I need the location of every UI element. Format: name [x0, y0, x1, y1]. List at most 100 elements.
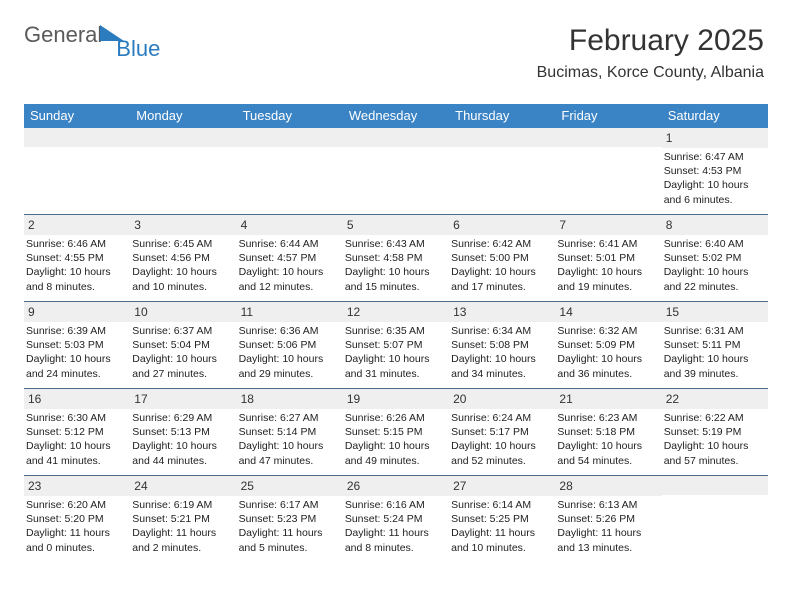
day-cell	[343, 128, 449, 214]
day-number: 21	[555, 389, 661, 409]
day-number: 24	[130, 476, 236, 496]
weekday-header: Thursday	[449, 104, 555, 128]
sunrise-text: Sunrise: 6:23 AM	[557, 411, 659, 425]
day-details: Sunrise: 6:44 AMSunset: 4:57 PMDaylight:…	[237, 235, 343, 298]
daylight-text: Daylight: 10 hours and 10 minutes.	[132, 265, 234, 293]
sunset-text: Sunset: 4:58 PM	[345, 251, 447, 265]
header-right: February 2025 Bucimas, Korce County, Alb…	[537, 24, 764, 82]
sunrise-text: Sunrise: 6:44 AM	[239, 237, 341, 251]
day-number: 7	[555, 215, 661, 235]
day-details: Sunrise: 6:13 AMSunset: 5:26 PMDaylight:…	[555, 496, 661, 559]
day-details: Sunrise: 6:30 AMSunset: 5:12 PMDaylight:…	[24, 409, 130, 472]
day-details: Sunrise: 6:40 AMSunset: 5:02 PMDaylight:…	[662, 235, 768, 298]
day-cell: 7Sunrise: 6:41 AMSunset: 5:01 PMDaylight…	[555, 215, 661, 301]
day-number	[662, 476, 768, 495]
day-cell: 14Sunrise: 6:32 AMSunset: 5:09 PMDayligh…	[555, 302, 661, 388]
daylight-text: Daylight: 10 hours and 44 minutes.	[132, 439, 234, 467]
day-number: 26	[343, 476, 449, 496]
weekday-header: Saturday	[662, 104, 768, 128]
week-row: 2Sunrise: 6:46 AMSunset: 4:55 PMDaylight…	[24, 214, 768, 301]
day-cell: 24Sunrise: 6:19 AMSunset: 5:21 PMDayligh…	[130, 476, 236, 562]
day-number: 25	[237, 476, 343, 496]
sunset-text: Sunset: 5:19 PM	[664, 425, 766, 439]
daylight-text: Daylight: 11 hours and 8 minutes.	[345, 526, 447, 554]
sunset-text: Sunset: 5:24 PM	[345, 512, 447, 526]
daylight-text: Daylight: 11 hours and 2 minutes.	[132, 526, 234, 554]
day-number	[237, 128, 343, 147]
day-number: 20	[449, 389, 555, 409]
sunset-text: Sunset: 4:56 PM	[132, 251, 234, 265]
daylight-text: Daylight: 10 hours and 8 minutes.	[26, 265, 128, 293]
day-details: Sunrise: 6:20 AMSunset: 5:20 PMDaylight:…	[24, 496, 130, 559]
day-details: Sunrise: 6:14 AMSunset: 5:25 PMDaylight:…	[449, 496, 555, 559]
daylight-text: Daylight: 10 hours and 41 minutes.	[26, 439, 128, 467]
day-details: Sunrise: 6:24 AMSunset: 5:17 PMDaylight:…	[449, 409, 555, 472]
day-details: Sunrise: 6:37 AMSunset: 5:04 PMDaylight:…	[130, 322, 236, 385]
sunset-text: Sunset: 5:15 PM	[345, 425, 447, 439]
day-cell	[555, 128, 661, 214]
sunrise-text: Sunrise: 6:22 AM	[664, 411, 766, 425]
day-cell	[237, 128, 343, 214]
weekday-header: Monday	[130, 104, 236, 128]
day-details: Sunrise: 6:41 AMSunset: 5:01 PMDaylight:…	[555, 235, 661, 298]
day-cell	[449, 128, 555, 214]
day-cell: 12Sunrise: 6:35 AMSunset: 5:07 PMDayligh…	[343, 302, 449, 388]
day-number	[24, 128, 130, 147]
day-number	[343, 128, 449, 147]
daylight-text: Daylight: 10 hours and 47 minutes.	[239, 439, 341, 467]
day-details: Sunrise: 6:43 AMSunset: 4:58 PMDaylight:…	[343, 235, 449, 298]
daylight-text: Daylight: 10 hours and 12 minutes.	[239, 265, 341, 293]
day-cell: 15Sunrise: 6:31 AMSunset: 5:11 PMDayligh…	[662, 302, 768, 388]
weekday-header: Friday	[555, 104, 661, 128]
sunset-text: Sunset: 5:08 PM	[451, 338, 553, 352]
day-number: 9	[24, 302, 130, 322]
sunrise-text: Sunrise: 6:30 AM	[26, 411, 128, 425]
day-number	[130, 128, 236, 147]
sunrise-text: Sunrise: 6:24 AM	[451, 411, 553, 425]
daylight-text: Daylight: 10 hours and 29 minutes.	[239, 352, 341, 380]
sunset-text: Sunset: 5:21 PM	[132, 512, 234, 526]
sunrise-text: Sunrise: 6:35 AM	[345, 324, 447, 338]
weekday-header-row: SundayMondayTuesdayWednesdayThursdayFrid…	[24, 104, 768, 128]
day-cell: 6Sunrise: 6:42 AMSunset: 5:00 PMDaylight…	[449, 215, 555, 301]
daylight-text: Daylight: 10 hours and 49 minutes.	[345, 439, 447, 467]
sunrise-text: Sunrise: 6:32 AM	[557, 324, 659, 338]
daylight-text: Daylight: 10 hours and 52 minutes.	[451, 439, 553, 467]
day-cell: 2Sunrise: 6:46 AMSunset: 4:55 PMDaylight…	[24, 215, 130, 301]
day-cell	[662, 476, 768, 562]
sunrise-text: Sunrise: 6:45 AM	[132, 237, 234, 251]
day-number: 27	[449, 476, 555, 496]
daylight-text: Daylight: 10 hours and 6 minutes.	[664, 178, 766, 206]
day-details: Sunrise: 6:36 AMSunset: 5:06 PMDaylight:…	[237, 322, 343, 385]
day-number: 13	[449, 302, 555, 322]
day-cell: 27Sunrise: 6:14 AMSunset: 5:25 PMDayligh…	[449, 476, 555, 562]
day-cell: 9Sunrise: 6:39 AMSunset: 5:03 PMDaylight…	[24, 302, 130, 388]
sunset-text: Sunset: 5:03 PM	[26, 338, 128, 352]
day-number: 28	[555, 476, 661, 496]
day-number: 17	[130, 389, 236, 409]
day-details: Sunrise: 6:32 AMSunset: 5:09 PMDaylight:…	[555, 322, 661, 385]
sunrise-text: Sunrise: 6:37 AM	[132, 324, 234, 338]
day-number: 15	[662, 302, 768, 322]
sunrise-text: Sunrise: 6:14 AM	[451, 498, 553, 512]
weekday-header: Wednesday	[343, 104, 449, 128]
sunset-text: Sunset: 5:01 PM	[557, 251, 659, 265]
day-number: 11	[237, 302, 343, 322]
day-cell: 5Sunrise: 6:43 AMSunset: 4:58 PMDaylight…	[343, 215, 449, 301]
day-cell	[24, 128, 130, 214]
daylight-text: Daylight: 10 hours and 24 minutes.	[26, 352, 128, 380]
sunset-text: Sunset: 5:12 PM	[26, 425, 128, 439]
day-number: 3	[130, 215, 236, 235]
daylight-text: Daylight: 10 hours and 39 minutes.	[664, 352, 766, 380]
sunset-text: Sunset: 5:00 PM	[451, 251, 553, 265]
day-number	[449, 128, 555, 147]
day-cell: 8Sunrise: 6:40 AMSunset: 5:02 PMDaylight…	[662, 215, 768, 301]
day-cell: 26Sunrise: 6:16 AMSunset: 5:24 PMDayligh…	[343, 476, 449, 562]
sunrise-text: Sunrise: 6:46 AM	[26, 237, 128, 251]
day-number: 6	[449, 215, 555, 235]
day-number: 4	[237, 215, 343, 235]
sunset-text: Sunset: 4:55 PM	[26, 251, 128, 265]
daylight-text: Daylight: 10 hours and 19 minutes.	[557, 265, 659, 293]
day-cell: 10Sunrise: 6:37 AMSunset: 5:04 PMDayligh…	[130, 302, 236, 388]
sunset-text: Sunset: 5:04 PM	[132, 338, 234, 352]
